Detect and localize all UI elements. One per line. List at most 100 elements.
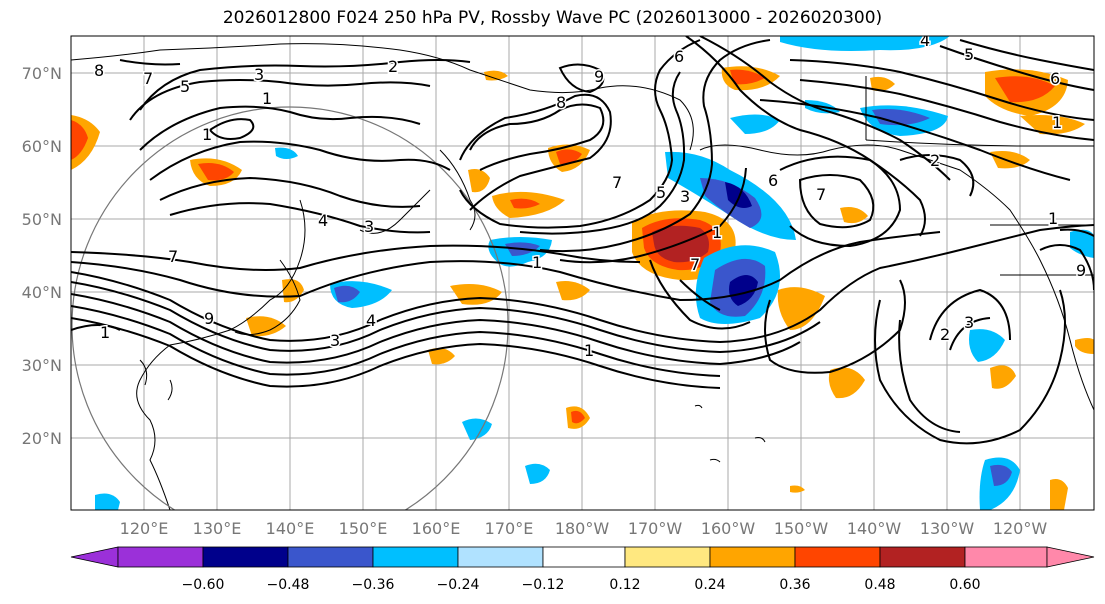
contour-label: 7 — [816, 185, 826, 204]
colorbar-tick: −0.24 — [437, 577, 480, 593]
positive-anomaly — [777, 287, 825, 330]
lat-label-40n: 40°N — [22, 283, 62, 302]
lon-label: 150°W — [774, 519, 829, 538]
positive-anomaly — [246, 316, 286, 337]
colorbar-segment — [542, 546, 626, 568]
colorbar-ticks: −0.60 −0.48 −0.36 −0.24 −0.12 0.12 0.24 … — [182, 577, 981, 593]
lon-label: 180°W — [555, 519, 610, 538]
lon-label: 170°E — [485, 519, 534, 538]
negative-anomaly — [1070, 229, 1094, 258]
colorbar-segment — [372, 546, 459, 568]
colorbar-segment — [457, 546, 544, 568]
map-border — [70, 35, 1095, 511]
negative-anomaly — [872, 109, 930, 126]
negative-anomaly — [729, 275, 758, 306]
colorbar-segment — [964, 546, 1048, 568]
lat-label-70n: 70°N — [22, 64, 62, 83]
negative-anomaly — [990, 464, 1012, 486]
lon-label: 120°W — [993, 519, 1048, 538]
positive-anomaly — [790, 485, 805, 493]
positive-anomaly — [556, 149, 582, 165]
reference-circle — [71, 106, 509, 510]
contour-label: 6 — [674, 47, 684, 66]
negative-anomaly — [95, 493, 120, 510]
positive-anomaly — [870, 76, 895, 92]
colorbar-segment — [624, 546, 711, 568]
positive-anomaly — [828, 367, 865, 399]
contour-label: 9 — [1076, 261, 1086, 280]
positive-anomaly — [1050, 479, 1068, 510]
contour-label: 8 — [94, 61, 104, 80]
latitude-labels: 70°N 60°N 50°N 40°N 30°N 20°N — [22, 64, 62, 448]
negative-anomaly — [525, 463, 550, 484]
colorbar-segment — [287, 546, 374, 568]
negative-anomaly — [730, 114, 780, 134]
contour-label: 3 — [330, 331, 340, 350]
contour-label: 6 — [768, 171, 778, 190]
contour-label: 5 — [656, 183, 666, 202]
contour-label: 7 — [168, 247, 178, 266]
colorbar-tick: 0.36 — [779, 577, 810, 593]
contour-label: 5 — [964, 45, 974, 64]
contour-label: 9 — [204, 309, 214, 328]
positive-anomaly — [1020, 115, 1085, 135]
contour-label: 6 — [1050, 69, 1060, 88]
lon-label: 120°E — [120, 519, 169, 538]
contour-label: 1 — [262, 89, 272, 108]
contour-label: 3 — [364, 217, 374, 236]
contour-label: 2 — [388, 57, 398, 76]
lat-label-20n: 20°N — [22, 429, 62, 448]
contour-label: 7 — [690, 255, 700, 274]
lon-label: 130°E — [193, 519, 242, 538]
negative-anomaly — [275, 147, 298, 159]
contour-label: 3 — [254, 65, 264, 84]
positive-anomaly — [990, 365, 1016, 389]
contour-label: 4 — [366, 311, 376, 330]
contour-label: 9 — [594, 67, 604, 86]
colorbar-extend-min — [70, 546, 119, 568]
colorbar-segment — [117, 546, 204, 568]
contour-label: 3 — [964, 313, 974, 332]
positive-anomaly — [484, 70, 508, 81]
lat-label-50n: 50°N — [22, 210, 62, 229]
contour-label: 4 — [920, 31, 930, 50]
colorbar-tick: 0.60 — [949, 577, 980, 593]
contour-label: 1 — [712, 223, 722, 242]
longitude-labels: 120°E 130°E 140°E 150°E 160°E 170°E 180°… — [120, 519, 1048, 538]
pv-anomaly-fills — [71, 36, 1094, 510]
colorbar-tick: −0.60 — [182, 577, 225, 593]
contour-label: 1 — [532, 253, 542, 272]
colorbar-tick: −0.48 — [267, 577, 310, 593]
negative-anomaly — [700, 178, 762, 228]
colorbar — [70, 546, 1095, 568]
positive-anomaly — [556, 281, 590, 301]
lon-label: 130°W — [920, 519, 975, 538]
colorbar-segment — [794, 546, 881, 568]
contour-label: 1 — [100, 323, 110, 342]
positive-anomaly — [71, 120, 88, 160]
positive-anomaly — [995, 76, 1055, 103]
lon-label: 140°W — [847, 519, 902, 538]
colorbar-segment — [879, 546, 966, 568]
contour-label: 7 — [612, 173, 622, 192]
colorbar-segment — [709, 546, 796, 568]
colorbar-tick: 0.24 — [694, 577, 725, 593]
contour-label: 8 — [556, 93, 566, 112]
colorbar-extend-max — [1046, 546, 1095, 568]
contour-label: 5 — [180, 77, 190, 96]
colorbar-tick: 0.12 — [609, 577, 640, 593]
contour-label: 7 — [143, 69, 153, 88]
contour-label: 2 — [940, 325, 950, 344]
positive-anomaly — [1075, 338, 1094, 354]
positive-anomaly — [840, 207, 868, 224]
pv-contours — [71, 36, 1094, 445]
contour-label: 2 — [930, 151, 940, 170]
lon-label: 140°E — [266, 519, 315, 538]
map-content: 8 7 5 3 2 1 1 9 6 4 5 6 8 1 7 5 3 3 4 7 … — [71, 31, 1094, 510]
contour-label: 1 — [584, 341, 594, 360]
colorbar-segment — [202, 546, 289, 568]
contour-label: 1 — [202, 125, 212, 144]
positive-anomaly — [510, 198, 540, 209]
negative-anomaly — [334, 285, 360, 303]
